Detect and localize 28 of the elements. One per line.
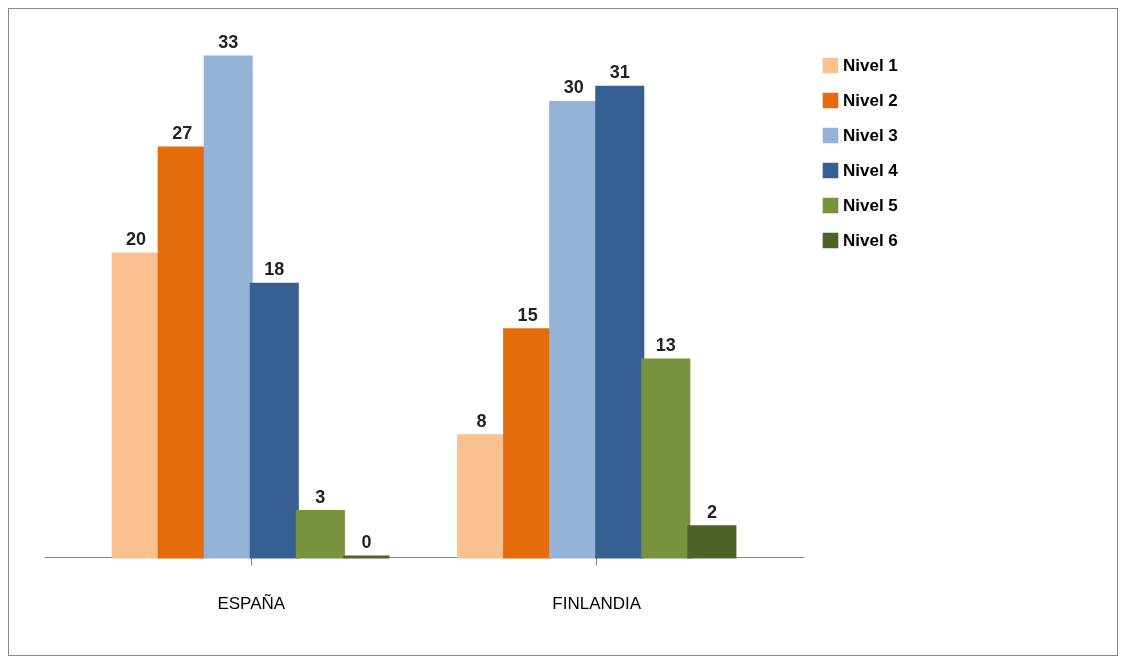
data-label: 18 [264,259,285,280]
data-label: 13 [655,335,676,356]
data-label: 0 [361,532,372,552]
data-label: 33 [218,32,239,52]
legend-label: Nivel 5 [843,195,898,215]
data-label: 15 [517,304,538,325]
legend-label: Nivel 4 [843,160,899,180]
bar [641,358,691,559]
bar [157,146,207,559]
bar [111,252,161,559]
data-label: 27 [172,122,193,143]
legend-label: Nivel 2 [843,90,898,110]
legend-label: Nivel 1 [843,55,898,75]
data-label: 8 [476,410,487,431]
bar [687,525,737,559]
legend-label: Nivel 3 [843,125,898,145]
bar [249,282,299,559]
bar [203,55,253,559]
data-label: 3 [315,486,326,507]
data-label: 31 [609,62,630,83]
bar [295,510,345,559]
data-label: 20 [126,228,147,249]
bar [595,85,645,559]
legend-label: Nivel 6 [843,230,898,250]
x-tick-label: FINLANDIA [552,593,642,613]
x-tick-label: ESPAÑA [217,593,286,613]
data-label: 2 [706,501,717,522]
data-label: 30 [563,77,584,98]
